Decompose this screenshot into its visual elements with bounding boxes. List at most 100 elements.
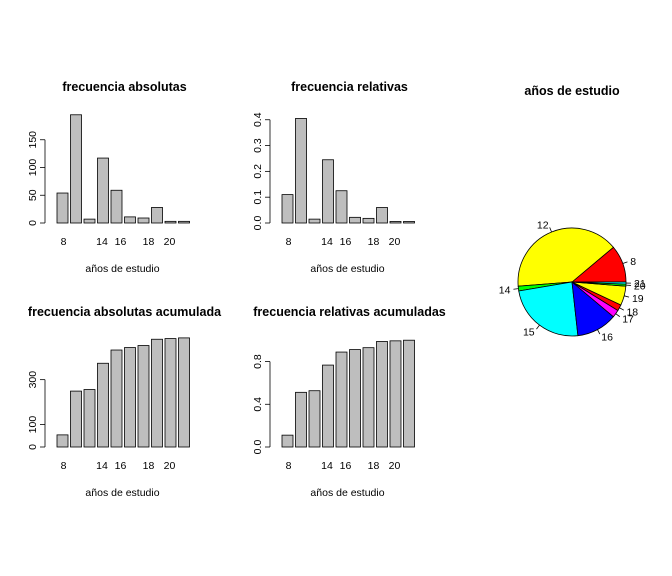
x-tick-label: 8 xyxy=(286,236,292,248)
bar-19 xyxy=(376,207,388,224)
pie-leader xyxy=(622,261,628,264)
bar-19 xyxy=(151,207,163,224)
x-tick-label: 8 xyxy=(61,236,67,248)
bar-17 xyxy=(124,347,136,448)
panel-title: frecuencia relativas xyxy=(291,80,408,94)
x-tick-label: 20 xyxy=(389,460,401,472)
bar-21 xyxy=(403,339,415,448)
bar-17 xyxy=(349,216,361,224)
y-tick-label: 0.2 xyxy=(252,164,264,179)
x-axis-label: años de estudio xyxy=(85,487,159,499)
bar-12 xyxy=(295,391,307,448)
bar-18 xyxy=(362,347,375,448)
bar-14 xyxy=(83,218,96,224)
bar-16 xyxy=(335,190,348,224)
y-tick-label: 0.4 xyxy=(252,397,264,412)
bar-16 xyxy=(110,189,123,224)
y-tick-label: 0.1 xyxy=(252,190,264,205)
x-axis-label: años de estudio xyxy=(85,263,159,275)
x-tick-label: 18 xyxy=(143,460,155,472)
bar-8 xyxy=(56,192,69,224)
bar-15 xyxy=(97,157,109,224)
bar-17 xyxy=(349,349,361,448)
pie-label-15: 15 xyxy=(523,326,535,338)
bar-14 xyxy=(308,218,321,224)
y-tick-label: 0 xyxy=(27,220,39,226)
bar-17 xyxy=(124,216,136,224)
pie-leader xyxy=(536,324,540,330)
y-tick-label: 50 xyxy=(27,189,39,201)
y-tick-label: 100 xyxy=(27,416,39,434)
x-tick-label: 14 xyxy=(96,236,108,248)
pie-leader xyxy=(597,329,601,335)
x-tick-label: 16 xyxy=(115,236,127,248)
bar-21 xyxy=(403,221,415,224)
pie-leader xyxy=(619,307,625,311)
y-tick-label: 0 xyxy=(27,444,39,450)
bar-12 xyxy=(295,118,307,224)
x-axis-label: años de estudio xyxy=(310,263,384,275)
panel-title: frecuencia relativas acumuladas xyxy=(253,305,446,319)
y-tick-label: 0.3 xyxy=(252,138,264,153)
pie-label-12: 12 xyxy=(537,220,549,232)
x-tick-label: 16 xyxy=(340,460,352,472)
panel-title: frecuencia absolutas xyxy=(62,80,186,94)
pie-leader xyxy=(624,295,630,298)
pie-label-20: 20 xyxy=(634,281,646,293)
bar-15 xyxy=(97,362,109,448)
pie-label-8: 8 xyxy=(630,256,636,268)
bar-14 xyxy=(83,389,96,448)
x-tick-label: 18 xyxy=(368,460,380,472)
panel-title: frecuencia absolutas acumulada xyxy=(28,305,222,319)
panel-title: años de estudio xyxy=(524,84,620,98)
bar-20 xyxy=(389,221,402,224)
bar-19 xyxy=(151,338,163,448)
x-tick-label: 14 xyxy=(96,460,108,472)
x-tick-label: 20 xyxy=(164,236,176,248)
bar-18 xyxy=(362,217,375,224)
x-tick-label: 16 xyxy=(340,236,352,248)
bar-15 xyxy=(322,364,334,448)
x-tick-label: 8 xyxy=(286,460,292,472)
pie-label-17: 17 xyxy=(622,313,634,325)
x-tick-label: 18 xyxy=(368,236,380,248)
bar-20 xyxy=(389,340,402,448)
bar-16 xyxy=(335,351,348,448)
x-tick-label: 14 xyxy=(321,236,333,248)
bar-21 xyxy=(178,337,190,448)
bar-18 xyxy=(137,345,150,448)
bar-19 xyxy=(376,341,388,448)
x-tick-label: 20 xyxy=(164,460,176,472)
bar-14 xyxy=(308,390,321,448)
pie-slice-15 xyxy=(518,281,579,337)
bar-panel-3: frecuencia absolutas acumulada 0 100 300 8 14… xyxy=(27,305,222,499)
bar-8 xyxy=(281,194,294,224)
bar-panel-0: frecuencia absolutas 0 50 100 150 8 14 16 18 20 añ… xyxy=(27,80,190,275)
bar-20 xyxy=(164,220,177,224)
pie-leader xyxy=(549,227,552,233)
pie-leader xyxy=(513,288,519,290)
bar-12 xyxy=(70,114,82,224)
x-tick-label: 8 xyxy=(61,460,67,472)
pie-label-19: 19 xyxy=(632,293,644,305)
y-tick-label: 100 xyxy=(27,159,39,177)
pie-label-14: 14 xyxy=(499,285,511,297)
y-tick-label: 0.8 xyxy=(252,354,264,369)
pie-slice-21 xyxy=(571,281,627,285)
bar-panel-1: frecuencia relativas 0.0 0.1 0.2 0.3 0.4 8 14 16… xyxy=(252,80,415,275)
bar-8 xyxy=(281,434,294,448)
pie-leader xyxy=(615,313,621,317)
bar-21 xyxy=(178,220,190,224)
bar-12 xyxy=(70,390,82,448)
bar-panel-4: frecuencia relativas acumuladas 0.0 0.4 0.8… xyxy=(252,305,446,499)
y-tick-label: 300 xyxy=(27,371,39,389)
y-tick-label: 0.0 xyxy=(252,440,264,455)
x-tick-label: 16 xyxy=(115,460,127,472)
bar-15 xyxy=(322,159,334,224)
bar-8 xyxy=(56,434,69,448)
bar-16 xyxy=(110,349,123,448)
bar-18 xyxy=(137,217,150,224)
bar-20 xyxy=(164,338,177,448)
y-tick-label: 0.4 xyxy=(252,112,264,127)
